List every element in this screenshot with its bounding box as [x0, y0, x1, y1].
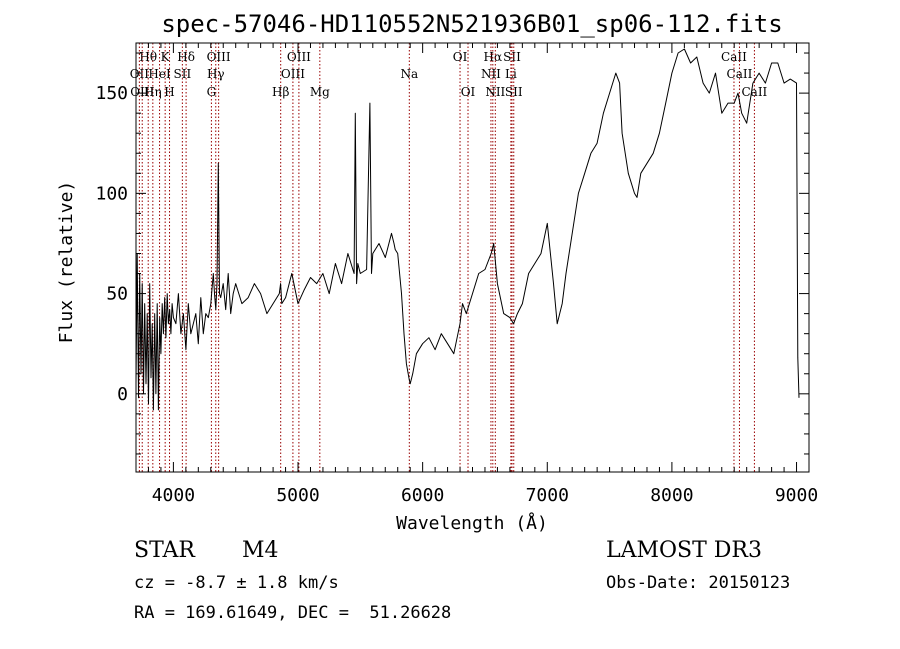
y-tick-label: 150	[95, 83, 128, 104]
spectral-line-label: Hβ	[272, 85, 289, 99]
spectral-line-label: SII	[505, 85, 523, 99]
spectral-line-label: OIII	[207, 50, 231, 64]
x-axis-label: Wavelength (Å)	[396, 512, 548, 534]
spectral-line-label: G	[207, 85, 217, 99]
redshift-text: cz = -8.7 ± 1.8 km/s	[134, 573, 339, 593]
spectrum-line	[135, 48, 800, 411]
survey-name: LAMOST DR3	[606, 538, 762, 563]
spectral-line-label: OIII	[287, 50, 311, 64]
axis-ticks: 4000 5000 6000 7000 8000 9000 0 50 100 150	[95, 43, 818, 506]
x-tick-label: 7000	[526, 485, 569, 506]
x-tick-label: 9000	[775, 485, 818, 506]
spectral-line-label: SII	[174, 67, 192, 81]
spectral-line-label: K	[161, 50, 171, 64]
spectral-line-label: Hδ	[177, 50, 195, 64]
x-tick-label: 4000	[152, 485, 195, 506]
y-tick-label: 50	[106, 284, 128, 305]
x-tick-label: 6000	[401, 485, 444, 506]
object-subclass: M4	[242, 538, 279, 563]
y-axis-label: Flux (relative)	[56, 181, 77, 344]
spectral-line-label: Hη	[144, 85, 162, 99]
x-tick-label: 8000	[650, 485, 693, 506]
spectral-line-label: Hγ	[207, 67, 225, 81]
object-class: STAR	[134, 538, 195, 563]
x-tick-label: 5000	[276, 485, 319, 506]
coordinates: RA = 169.61649, DEC = 51.26628	[134, 603, 452, 623]
spectral-line-label: OII	[130, 67, 150, 81]
spectral-line-label: Hα	[484, 50, 503, 64]
spectral-line-label: Mg	[310, 85, 330, 99]
obs-date: Obs-Date: 20150123	[606, 573, 791, 593]
spectral-line-label: OI	[453, 50, 468, 64]
chart-title: spec-57046-HD110552N521936B01_sp06-112.f…	[161, 10, 782, 38]
spectral-line-label: OIII	[281, 67, 305, 81]
series-layer	[135, 48, 800, 411]
plot-frame	[135, 42, 810, 473]
y-tick-label: 100	[95, 183, 128, 204]
spectral-line-label: CaII	[727, 67, 753, 81]
y-tick-label: 0	[117, 384, 128, 405]
spectral-line-label: Li	[505, 67, 517, 81]
spectral-line-label: Na	[400, 67, 418, 81]
spectral-line-label: OI	[461, 85, 476, 99]
spectral-line-label: NII	[481, 67, 501, 81]
spectral-line-label: NII	[485, 85, 505, 99]
spectral-line-label: CaII	[721, 50, 747, 64]
spectral-line-label: H	[164, 85, 174, 99]
spectral-line-label: SII	[503, 50, 521, 64]
spectral-line-label: HeI	[148, 67, 171, 81]
spectral-line-label: CaII	[741, 85, 767, 99]
